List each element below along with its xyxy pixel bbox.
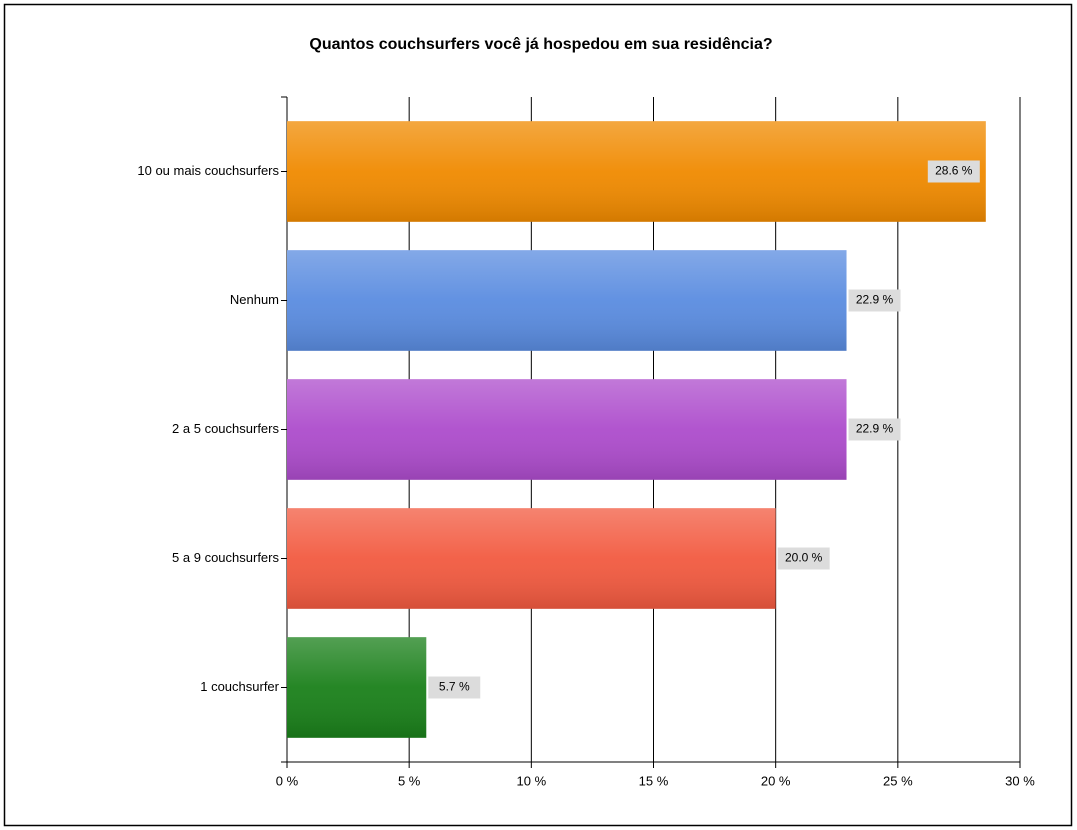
chart-title: Quantos couchsurfers você já hospedou em… xyxy=(309,36,772,53)
bar-shade xyxy=(287,379,847,480)
value-label-bg xyxy=(848,289,901,312)
value-label: 20.0 % xyxy=(785,551,823,565)
value-label-bg xyxy=(777,547,830,570)
value-label-bg xyxy=(428,676,481,699)
x-tick-label: 10 % xyxy=(517,773,547,788)
x-tick-label: 30 % xyxy=(1005,773,1035,788)
y-tick-label: 1 couchsurfer xyxy=(200,679,279,694)
value-label: 22.9 % xyxy=(856,293,894,307)
value-label-bg xyxy=(848,418,901,441)
y-tick-label: Nenhum xyxy=(230,292,279,307)
bar-shade xyxy=(287,250,847,351)
value-label-bg xyxy=(927,160,980,183)
x-tick-label: 5 % xyxy=(398,773,421,788)
value-label: 22.9 % xyxy=(856,422,894,436)
value-label: 5.7 % xyxy=(439,680,470,694)
x-tick-label: 15 % xyxy=(639,773,669,788)
x-tick-label: 25 % xyxy=(883,773,913,788)
value-label: 28.6 % xyxy=(935,164,973,178)
bar-shade xyxy=(287,508,776,609)
x-tick-label: 0 % xyxy=(276,773,299,788)
y-tick-label: 10 ou mais couchsurfers xyxy=(137,163,279,178)
bar-shade xyxy=(287,121,986,222)
x-tick-label: 20 % xyxy=(761,773,791,788)
y-tick-label: 2 a 5 couchsurfers xyxy=(172,421,279,436)
bar-shade xyxy=(287,637,427,738)
y-tick-label: 5 a 9 couchsurfers xyxy=(172,550,279,565)
